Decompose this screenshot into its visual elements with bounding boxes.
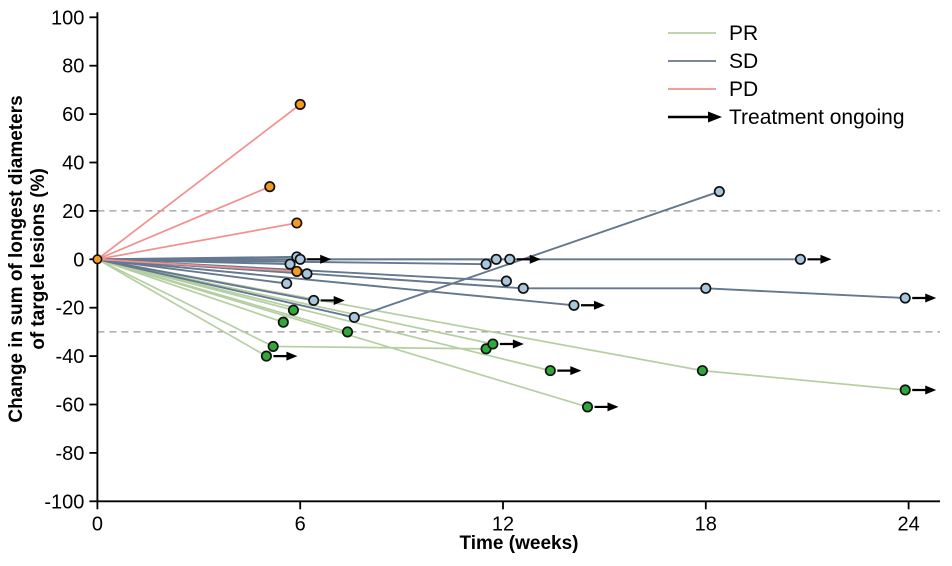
data-point-marker-pr [267,340,279,352]
y-tick-label: 40 [62,153,84,175]
legend-label-ongoing: Treatment ongoing [729,106,905,129]
legend: PR SD PD Treatment ongoing [668,22,905,129]
x-tick-label: 6 [295,513,306,535]
ongoing-arrows-layer [273,254,937,412]
legend-label-pd: PD [729,78,758,101]
data-point-marker-sd [284,258,296,270]
data-point-marker-sd [700,282,712,294]
data-point-marker-sd [713,185,725,198]
y-tick-label: 0 [73,249,84,271]
data-point-marker-sd [500,275,512,287]
data-point-marker-sd [504,253,516,265]
ongoing-arrowhead-icon [820,254,832,264]
ongoing-arrowhead-icon [593,300,605,310]
data-point-marker-pr [287,304,299,316]
data-point-marker-pr [260,350,272,362]
series-line-pd [96,103,301,260]
data-point-marker-pd [291,265,303,277]
y-tick-label: -20 [55,298,84,320]
data-point-marker-pd [291,217,303,229]
legend-label-pr: PR [729,22,758,45]
data-point-marker-pr [487,338,499,350]
ongoing-arrowhead-icon [570,366,582,376]
x-axis-title: Time (weeks) [460,533,579,554]
series-line-pr [96,258,267,357]
y-tick-label: -80 [55,443,84,465]
data-point-marker-sd [899,292,911,304]
data-point-marker-pd [264,181,276,193]
data-point-marker-sd [517,282,529,294]
y-axis-title-line1: Change in sum of longest diameters [6,95,27,422]
ongoing-arrowhead-icon [320,254,332,264]
series-line-pr [97,258,284,324]
data-point-marker-sd [301,268,313,280]
data-point-marker-pr [277,316,289,328]
data-point-marker-sd [794,253,806,265]
y-tick-label: -100 [44,491,84,513]
y-tick-label: 100 [51,7,84,29]
series-line-pr [97,258,551,372]
data-point-marker-sd [568,299,580,311]
x-tick-label: 12 [492,513,514,535]
ongoing-arrowhead-icon [607,402,619,412]
x-tick-label: 0 [92,513,103,535]
data-point-marker-pr [544,365,556,377]
data-point-marker-pd [294,98,306,110]
y-tick-label: 80 [62,56,84,78]
axes-layer: 100 80 60 40 20 0 -20 -40 -60 -80 -100 0 6 12 18 24 [44,7,940,535]
y-tick-label: 20 [62,201,84,223]
data-point-marker-pr [341,326,354,338]
data-point-marker-sd [490,253,502,265]
series-lines-layer [96,103,906,408]
ongoing-arrowhead-icon [925,385,937,395]
series-line-sd [97,258,314,302]
threshold-lines-layer [97,210,940,333]
y-tick-label: 60 [62,104,84,126]
series-line-pd [97,222,297,261]
ongoing-arrowhead-icon [286,351,298,361]
y-tick-label: -40 [55,346,84,368]
ongoing-arrowhead-icon [333,295,345,305]
data-point-marker-sd [480,258,492,270]
series-line-sd [97,258,575,307]
series-line-pd [97,185,271,261]
series-line-sd [97,258,287,285]
data-point-marker-pr [581,401,594,413]
ongoing-arrowhead-icon [925,293,937,303]
ongoing-arrowhead-icon [529,254,541,264]
data-point-marker-pr [696,365,708,377]
data-point-marker-sd [281,277,293,290]
treatment-ongoing-arrow-icon [668,111,722,123]
legend-label-sd: SD [729,50,758,73]
x-tick-label: 24 [897,513,919,535]
series-line-pd [97,258,297,273]
x-tick-label: 18 [695,513,717,535]
baseline-origin-marker [92,254,103,265]
data-point-marker-sd [348,311,360,323]
data-point-marker-pr [899,384,911,396]
data-point-marker-sd [294,253,306,265]
ongoing-arrowhead-icon [512,339,524,349]
y-axis-title-line2: of target lesions (%) [28,168,49,350]
y-tick-label: -60 [55,395,84,417]
data-point-marker-sd [308,294,320,306]
data-points-layer [92,98,911,413]
